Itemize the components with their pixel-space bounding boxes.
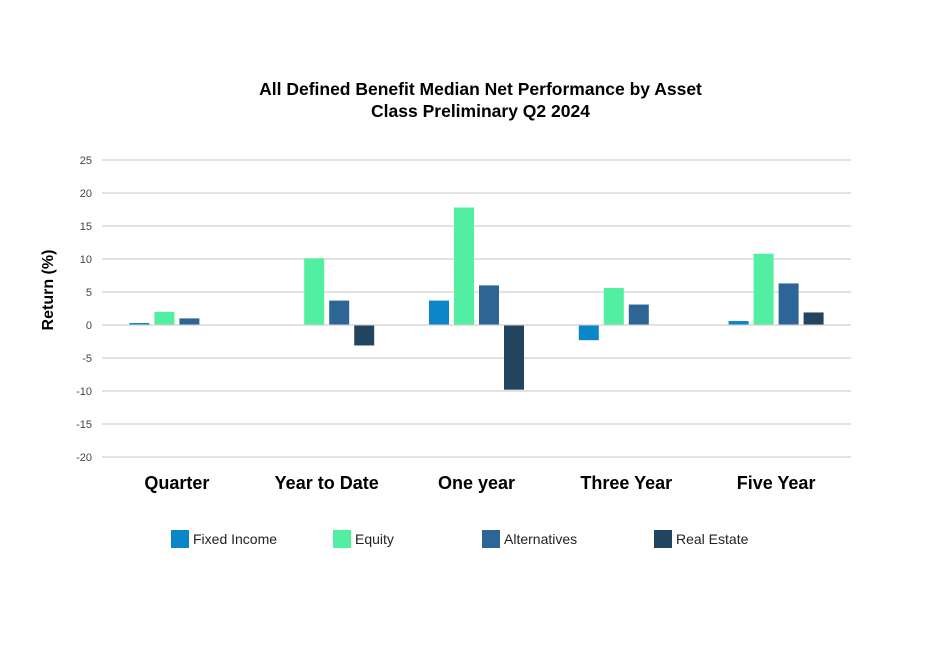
y-tick-label: -5: [82, 353, 92, 365]
bar-alternatives: [778, 283, 799, 325]
bar-alternatives: [628, 304, 649, 325]
chart-title-line-1: All Defined Benefit Median Net Performan…: [259, 79, 702, 99]
bar-alternatives: [329, 300, 350, 325]
y-tick-label: 15: [80, 221, 92, 233]
y-axis-ticks: 25 20 15 10 5 0 -5 -10 -15 -20: [76, 155, 92, 464]
legend-label: Equity: [355, 531, 394, 547]
bar-fixed-income: [578, 325, 599, 341]
chart-title-line-2: Class Preliminary Q2 2024: [371, 101, 590, 121]
x-category-label: Three Year: [580, 473, 672, 493]
y-tick-label: 5: [86, 287, 92, 299]
bar-fixed-income: [129, 323, 150, 325]
chart-title: All Defined Benefit Median Net Performan…: [0, 78, 925, 122]
legend-label: Real Estate: [676, 531, 749, 547]
y-tick-label: -20: [76, 452, 92, 464]
x-category-label: Quarter: [144, 473, 209, 493]
bars: [102, 207, 851, 390]
bar-alternatives: [479, 285, 499, 325]
legend-swatch: [654, 530, 672, 548]
legend-item: Equity: [333, 530, 394, 548]
bar-alternatives: [179, 318, 200, 325]
bar-real-estate: [354, 325, 375, 346]
legend-swatch: [333, 530, 351, 548]
legend-label: Alternatives: [504, 531, 577, 547]
y-tick-label: 0: [86, 320, 92, 332]
legend-item: Fixed Income: [171, 530, 277, 548]
bar-equity: [753, 253, 774, 325]
bar-equity: [304, 258, 325, 325]
x-category-label: One year: [438, 473, 515, 493]
bar-fixed-income: [429, 300, 449, 325]
legend-item: Real Estate: [654, 530, 749, 548]
y-tick-label: 25: [80, 155, 92, 167]
legend-swatch: [171, 530, 189, 548]
x-category-label: Five Year: [737, 473, 816, 493]
bar-real-estate: [803, 312, 824, 325]
legend-swatch: [482, 530, 500, 548]
bar-equity: [603, 288, 624, 325]
bar-fixed-income: [728, 321, 749, 325]
x-category-label: Year to Date: [275, 473, 379, 493]
bar-equity: [154, 311, 175, 325]
x-axis-categories: Quarter Year to Date One year Three Year Fiv…: [144, 473, 815, 493]
y-axis-label: Return (%): [40, 250, 57, 331]
bar-real-estate: [504, 325, 524, 390]
legend-item: Alternatives: [482, 530, 577, 548]
legend: Fixed Income Equity Alternatives Real Estat…: [171, 530, 749, 548]
y-tick-label: 10: [80, 254, 92, 266]
gridlines: [102, 159, 851, 458]
legend-label: Fixed Income: [193, 531, 277, 547]
y-tick-label: -10: [76, 386, 92, 398]
y-tick-label: -15: [76, 419, 92, 431]
bar-equity: [454, 207, 474, 325]
y-tick-label: 20: [80, 188, 92, 200]
